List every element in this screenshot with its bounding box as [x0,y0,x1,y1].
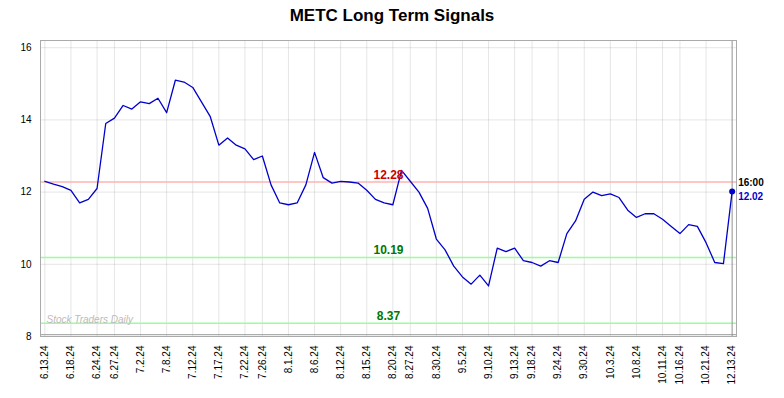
svg-text:12: 12 [20,186,32,197]
svg-text:6.13.24: 6.13.24 [39,345,50,379]
svg-text:8.20.24: 8.20.24 [387,345,398,379]
svg-text:10.11.24: 10.11.24 [657,345,668,384]
svg-text:7.22.24: 7.22.24 [239,345,250,379]
svg-text:10.16.24: 10.16.24 [674,345,685,384]
svg-text:6.18.24: 6.18.24 [65,345,76,379]
svg-text:14: 14 [20,114,32,125]
html-text:METC Long Term Signals: METC Long Term Signals [289,6,495,25]
svg-text:9.18.24: 9.18.24 [526,345,537,379]
svg-text:Stock Traders Daily: Stock Traders Daily [47,314,135,325]
svg-text:7.2.24: 7.2.24 [135,345,146,373]
svg-text:16: 16 [20,42,32,53]
svg-text:7.17.24: 7.17.24 [213,345,224,379]
svg-text:10.8.24: 10.8.24 [631,345,642,379]
svg-text:8.37: 8.37 [377,309,401,323]
svg-text:16:00: 16:00 [738,177,764,188]
svg-text:10.19: 10.19 [373,243,403,257]
svg-text:9.10.24: 9.10.24 [483,345,494,379]
svg-text:6.24.24: 6.24.24 [91,345,102,379]
svg-text:10.3.24: 10.3.24 [605,345,616,379]
svg-text:8.6.24: 8.6.24 [309,345,320,373]
svg-text:7.12.24: 7.12.24 [187,345,198,379]
svg-text:8.30.24: 8.30.24 [431,345,442,379]
svg-text:8.12.24: 8.12.24 [335,345,346,379]
svg-text:10.21.24: 10.21.24 [700,345,711,384]
svg-text:9.30.24: 9.30.24 [578,345,589,379]
svg-text:12.28: 12.28 [373,168,403,182]
svg-text:12.02: 12.02 [738,191,763,202]
svg-text:8: 8 [26,331,32,342]
svg-text:8.1.24: 8.1.24 [283,345,294,373]
svg-text:12.13.24: 12.13.24 [726,345,737,384]
svg-text:10: 10 [20,259,32,270]
svg-text:9.5.24: 9.5.24 [457,345,468,373]
svg-text:7.8.24: 7.8.24 [161,345,172,373]
svg-text:8.15.24: 8.15.24 [361,345,372,379]
svg-text:9.13.24: 9.13.24 [509,345,520,379]
svg-text:8.27.24: 8.27.24 [404,345,415,379]
svg-text:6.27.24: 6.27.24 [109,345,120,379]
svg-text:7.26.24: 7.26.24 [257,345,268,379]
svg-text:9.24.24: 9.24.24 [552,345,563,379]
